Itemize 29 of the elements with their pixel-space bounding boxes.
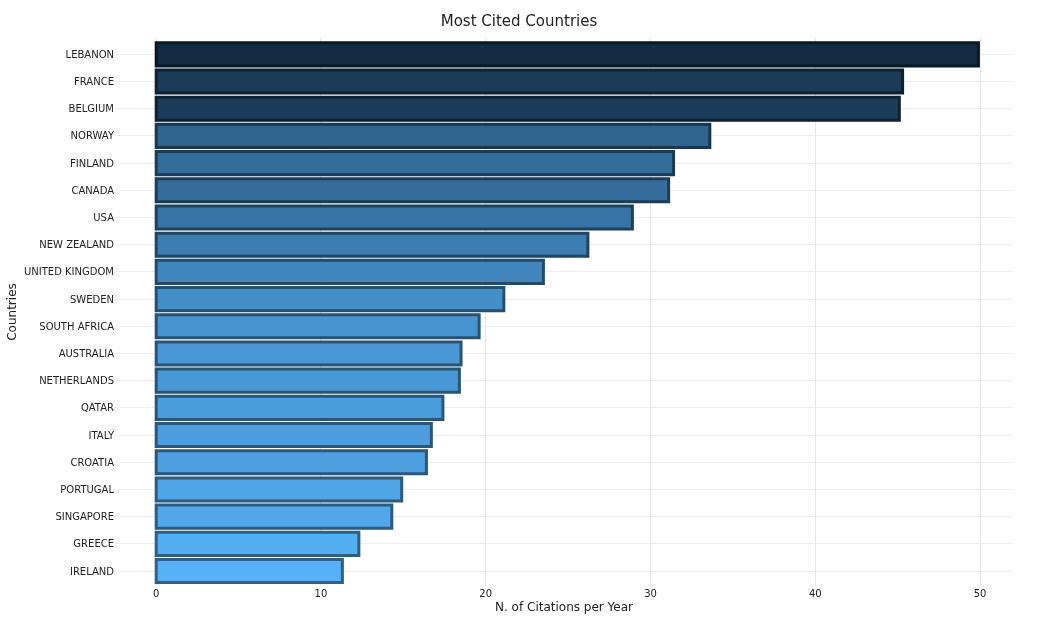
y-tick-label: NEW ZEALAND xyxy=(39,239,115,251)
x-tick-label: 50 xyxy=(973,588,987,599)
y-tick-label: QATAR xyxy=(80,402,115,414)
y-tick-label: FRANCE xyxy=(74,76,114,88)
x-tick-label: 40 xyxy=(808,588,822,599)
chart-title: Most Cited Countries xyxy=(440,12,598,31)
y-tick-label: GREECE xyxy=(73,538,114,550)
y-tick-label: FINLAND xyxy=(69,157,115,169)
y-tick-label: CROATIA xyxy=(70,456,115,468)
y-tick-label: ITALY xyxy=(88,429,115,441)
x-tick-label: 0 xyxy=(153,588,160,599)
y-tick-label: UNITED KINGDOM xyxy=(24,266,114,278)
y-tick-label: BELGIUM xyxy=(68,103,114,115)
y-tick-label: SINGAPORE xyxy=(55,511,114,523)
y-tick-label: SWEDEN xyxy=(69,293,114,305)
y-tick-label: NETHERLANDS xyxy=(39,375,114,387)
y-axis-title: Countries xyxy=(5,283,20,341)
x-tick-label: 20 xyxy=(479,588,493,599)
y-tick-label: SOUTH AFRICA xyxy=(39,320,115,332)
y-tick-label: CANADA xyxy=(71,184,115,196)
x-axis-title: N. of Citations per Year xyxy=(495,599,634,614)
y-tick-label: PORTUGAL xyxy=(60,483,115,495)
y-tick-label: LEBANON xyxy=(65,48,114,60)
y-tick-label: USA xyxy=(93,211,115,223)
x-tick-label: 10 xyxy=(314,588,328,599)
y-tick-label: NORWAY xyxy=(70,130,115,142)
y-tick-label: IRELAND xyxy=(69,565,115,577)
x-tick-label: 30 xyxy=(644,588,657,599)
y-tick-label: AUSTRALIA xyxy=(58,347,115,359)
